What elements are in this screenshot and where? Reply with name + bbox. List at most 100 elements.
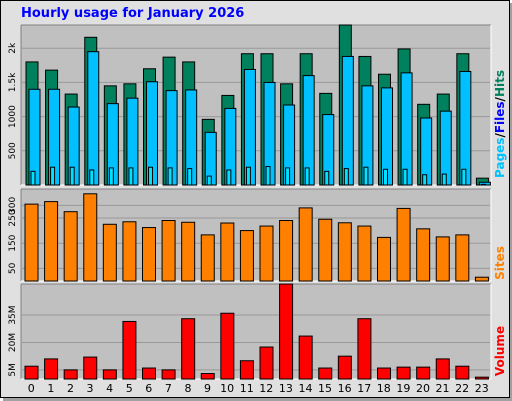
x-tick-label: 11 [240, 382, 254, 395]
x-tick-label: 16 [338, 382, 352, 395]
volume-bar [474, 376, 489, 380]
volume-ylabel-part: Volume [493, 326, 507, 376]
volume-bar [102, 369, 117, 380]
pages-bar [285, 167, 291, 186]
hits-panel-ytick-label: 1.5k [8, 72, 18, 92]
volume-bar [455, 365, 470, 380]
pages-bar [30, 170, 36, 186]
x-tick-label: 21 [436, 382, 450, 395]
x-tick-label: 18 [377, 382, 391, 395]
x-tick-label: 22 [455, 382, 469, 395]
sites-bar [435, 236, 450, 282]
sites-bar [396, 207, 411, 282]
sites-bar [357, 225, 372, 282]
hits-panel-ytick-label: 1000 [8, 105, 18, 128]
pages-bar [187, 168, 193, 186]
sites-bar [239, 230, 254, 282]
sites-bar [44, 201, 59, 282]
volume-bar [377, 367, 391, 380]
pages-bar [324, 170, 330, 186]
volume-bar [259, 346, 274, 380]
x-tick-label: 23 [475, 382, 489, 395]
sites-bar [63, 211, 78, 282]
files-bar [400, 72, 413, 186]
volume-panel-ytick-label: 5M [8, 363, 18, 377]
pages-bar [422, 174, 428, 186]
volume-bar [357, 318, 372, 380]
x-tick-label: 17 [357, 382, 371, 395]
sites-bar [83, 193, 98, 282]
x-tick-label: 4 [106, 382, 113, 395]
x-tick-label: 1 [47, 382, 54, 395]
pages-bar [167, 167, 173, 186]
files-bar [341, 55, 354, 186]
sites-panel-plot-bg [21, 189, 491, 281]
volume-bar [396, 366, 411, 380]
sites-bar [337, 222, 352, 282]
sites-bar [220, 222, 235, 282]
x-tick-label: 13 [279, 382, 293, 395]
pages-bar [148, 166, 153, 186]
pages-bar [245, 166, 251, 186]
x-tick-label: 6 [145, 382, 152, 395]
pages-bar [441, 173, 447, 186]
sites-ylabel: Sites [493, 246, 507, 280]
x-tick-label: 9 [204, 382, 211, 395]
volume-bar [298, 335, 313, 380]
x-tick-label: 10 [220, 382, 234, 395]
volume-bar [83, 356, 98, 380]
sites-bar [377, 236, 391, 282]
sites-bar [24, 203, 39, 282]
hits-panel-ytick-label: 500 [8, 142, 18, 159]
sites-panel-ytick-label: 50 [8, 262, 18, 274]
chart-title: Hourly usage for January 2026 [21, 6, 245, 21]
sites-bar [200, 234, 215, 282]
volume-bar [142, 367, 156, 380]
pages-bar [383, 168, 388, 186]
volume-bar [24, 365, 39, 380]
pages-bar [108, 167, 114, 186]
hits-panel-ytick-label: 2k [8, 42, 18, 54]
x-tick-label: 12 [259, 382, 273, 395]
x-tick-label: 2 [67, 382, 74, 395]
x-tick-label: 14 [298, 382, 312, 395]
sites-panel-ytick-label: 150 [8, 234, 18, 251]
volume-bar [44, 358, 59, 380]
x-tick-label: 5 [126, 382, 133, 395]
sites-bar [474, 276, 489, 282]
pages-bar [304, 167, 310, 186]
hits-panel-plot-bg [21, 25, 491, 185]
volume-bar [200, 373, 215, 380]
sites-bar [416, 228, 431, 282]
sites-ylabel-part: Sites [493, 246, 507, 280]
volume-panel-ytick-label: 35M [8, 305, 18, 324]
sites-panel-ytick-label: 300 [8, 197, 18, 214]
pages-bar [265, 166, 271, 186]
sites-bar [455, 234, 470, 282]
sites-bar [161, 220, 176, 282]
pages-bar [480, 183, 486, 186]
volume-bar [337, 355, 352, 380]
volume-bar [318, 367, 333, 380]
volume-bar [279, 283, 294, 380]
pages-bar [128, 167, 134, 186]
sites-bar [279, 220, 294, 282]
x-tick-label: 19 [396, 382, 410, 395]
sites-bar [122, 221, 137, 282]
pages-bar [402, 168, 408, 186]
pages-bar [89, 169, 95, 186]
volume-panel-ytick-label: 20M [8, 333, 18, 352]
volume-bar [435, 358, 450, 380]
volume-bar [181, 318, 196, 380]
hits-ylabel-part: Files [493, 101, 507, 133]
sites-bar [102, 223, 117, 282]
volume-panel-plot-bg [21, 284, 491, 379]
pages-bar [206, 175, 212, 186]
files-bar [28, 88, 41, 186]
files-bar [87, 51, 100, 186]
pages-bar [461, 168, 467, 186]
x-tick-label: 15 [318, 382, 332, 395]
volume-bar [122, 320, 137, 380]
